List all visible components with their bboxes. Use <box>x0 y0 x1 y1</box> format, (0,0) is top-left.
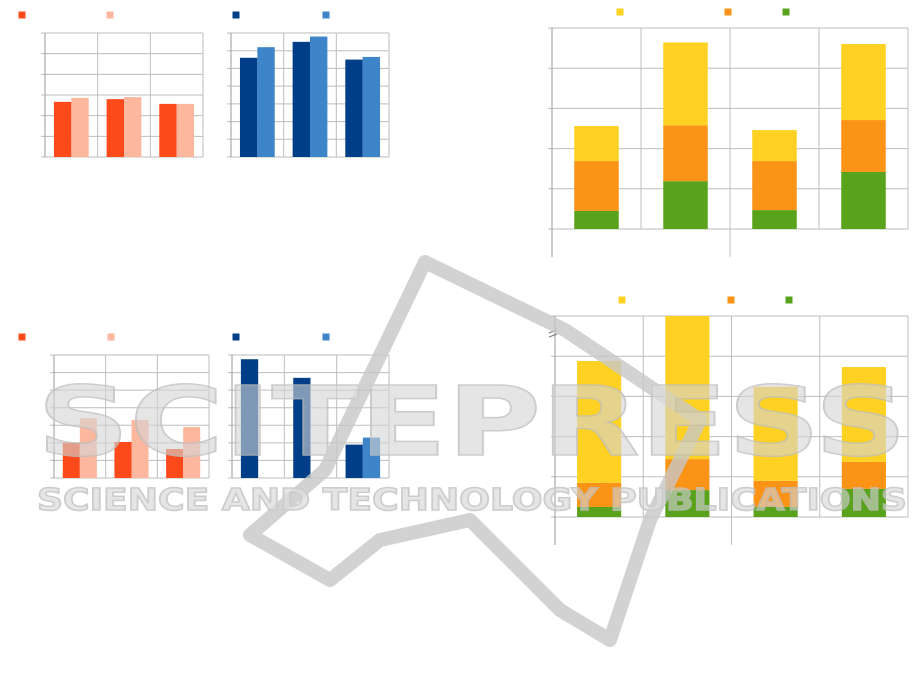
chart <box>548 8 909 257</box>
bar-segment <box>665 490 710 517</box>
bar-segment <box>577 482 622 507</box>
legend-marker <box>616 8 624 16</box>
watermark-title: SCITEPRESS <box>37 366 907 478</box>
bar <box>79 418 97 478</box>
bar-segment <box>841 120 886 172</box>
bar <box>106 99 124 157</box>
bar <box>176 103 195 157</box>
legend-marker <box>785 296 793 304</box>
bar-segment <box>752 210 797 229</box>
chart <box>228 333 390 479</box>
bar <box>239 57 258 157</box>
bar-segment <box>577 506 622 517</box>
bar <box>131 420 149 478</box>
bar <box>362 56 381 157</box>
bar <box>257 47 275 157</box>
legend-marker <box>18 11 26 19</box>
watermark-book <box>243 255 707 647</box>
bar <box>71 97 89 157</box>
bar-segment <box>753 506 798 517</box>
bar <box>183 427 201 478</box>
chart <box>548 296 909 545</box>
bar <box>345 444 363 478</box>
legend-marker <box>618 296 626 304</box>
legend-marker <box>232 333 240 341</box>
bar <box>240 359 259 478</box>
bar-segment <box>577 361 622 483</box>
chart <box>18 333 210 479</box>
bar <box>114 441 132 478</box>
legend-marker <box>18 333 26 341</box>
bar <box>62 442 80 478</box>
bar-segment <box>752 130 797 162</box>
chart <box>18 11 204 158</box>
legend-marker <box>322 11 330 19</box>
legend-marker <box>232 11 240 19</box>
bar-segment <box>663 42 708 126</box>
legend-marker <box>322 333 330 341</box>
charts <box>18 8 909 545</box>
legend-marker <box>727 296 735 304</box>
axis-break <box>548 333 558 338</box>
watermark-subtitle: SCIENCE AND TECHNOLOGY PUBLICATIONS <box>37 483 907 518</box>
chart <box>227 11 390 158</box>
watermark: SCITEPRESS SCIENCE AND TECHNOLOGY PUBLIC… <box>36 255 908 647</box>
bar-segment <box>841 367 886 462</box>
bar-segment <box>841 461 886 489</box>
bar-segment <box>753 386 798 481</box>
bar-segment <box>841 488 886 517</box>
bar <box>53 101 72 157</box>
bar <box>124 97 142 157</box>
legend-marker <box>724 8 732 16</box>
bar <box>293 377 311 478</box>
bar-segment <box>663 181 708 229</box>
bar-segment <box>663 125 708 182</box>
bar-segment <box>753 480 798 507</box>
bar-segment <box>841 171 886 229</box>
legend-marker <box>782 8 790 16</box>
bar-segment <box>574 161 619 211</box>
bar <box>362 437 381 478</box>
bar <box>292 41 310 157</box>
legend-marker <box>106 11 114 19</box>
bar <box>166 449 184 478</box>
bar <box>310 36 328 157</box>
bar-segment <box>574 126 619 162</box>
bar <box>159 103 177 157</box>
bar-segment <box>841 44 886 121</box>
bar-segment <box>752 161 797 211</box>
bar <box>345 59 363 158</box>
legend-marker <box>107 333 115 341</box>
bar-segment <box>574 210 619 229</box>
